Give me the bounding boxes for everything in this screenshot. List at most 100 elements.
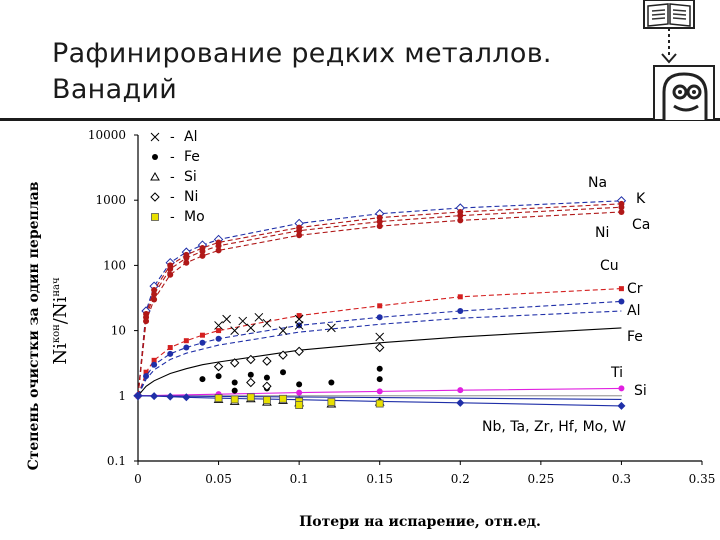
chart-legend: - Al- Fe- Si- Ni- Mo (150, 129, 205, 225)
curve-point (167, 271, 174, 278)
curve-point (150, 392, 159, 401)
curve-label: Cu (600, 258, 619, 274)
x-tick-label: 0.15 (366, 472, 393, 486)
scatter-point-al (327, 323, 336, 333)
scatter-point-ni (375, 342, 385, 353)
curve-point (617, 401, 626, 410)
scatter-point-al (246, 323, 256, 333)
scatter-point-al (375, 332, 385, 342)
scatter-point-ni (246, 354, 256, 365)
y-axis-title: Степень очистки за один переплав (26, 181, 42, 470)
curve-label: Ca (632, 217, 650, 233)
slide-title-line1: Рафинирование редких металлов. (52, 38, 552, 69)
curve-point (376, 218, 383, 225)
curve-point (183, 254, 190, 261)
curve-point (151, 291, 158, 298)
legend-label: Mo (184, 209, 205, 225)
curve-8 (137, 387, 622, 397)
legend-dash: - (170, 170, 175, 185)
curve-point (199, 332, 205, 338)
curve-point (456, 398, 465, 407)
scatter-point-mo (263, 396, 271, 404)
scatter-point-mo (279, 394, 287, 403)
curve-point (183, 259, 190, 266)
curve-point (457, 387, 464, 394)
curve-point (296, 232, 303, 239)
y-tick-label: 10000 (88, 128, 126, 142)
scatter-point-ni (262, 381, 272, 391)
curve-point (457, 307, 464, 314)
scatter-point-al (254, 312, 264, 322)
x-tick-label: 0.3 (612, 472, 631, 486)
scatter-point-mo (375, 399, 384, 408)
x-tick-label: 0.35 (689, 472, 716, 486)
curve-point (457, 217, 464, 224)
curve-point (216, 328, 222, 334)
curve-label: Al (627, 303, 640, 319)
curve-6 (137, 310, 622, 397)
scatter-point-al (278, 326, 288, 335)
legend-label: Ni (184, 189, 198, 205)
slide-title-line2: Ванадий (52, 74, 178, 105)
chart-axes: 0.1 1 10 100 1000 10000 0 0.05 0.1 0.15 0.2 0.25 0.3… (88, 128, 716, 486)
curve-point (143, 318, 150, 325)
curve-point (376, 223, 383, 230)
scatter-point-mo (230, 395, 239, 404)
y-tick-label: 0.1 (107, 454, 126, 468)
legend-marker (151, 213, 159, 221)
curve-point (377, 303, 383, 309)
curve-label: Na (588, 175, 607, 191)
y-tick-label: 1000 (95, 193, 126, 207)
legend-dash: - (170, 210, 175, 225)
curve-point (618, 208, 625, 215)
curve-7 (137, 327, 622, 397)
curve-point (215, 242, 222, 249)
y-tick-label: 10 (111, 324, 126, 338)
curve-9 (137, 395, 622, 400)
scatter-point-ni (213, 361, 224, 372)
curve-point (199, 339, 206, 346)
legend-label: Al (184, 129, 197, 145)
curve-point (376, 314, 383, 321)
curve-point (618, 286, 624, 292)
scatter-point-fe (231, 379, 238, 386)
slide-title: Рафинирование редких металлов. Ванадий (52, 36, 612, 108)
curve-point (618, 298, 625, 305)
curve-point (182, 393, 191, 402)
y-tick-label: 100 (103, 258, 126, 272)
scatter-point-mo (214, 394, 223, 403)
scatter-point-al (222, 314, 231, 324)
curve-point (183, 338, 189, 344)
scatter-point-al (214, 321, 223, 330)
scatter-point-fe (215, 373, 222, 380)
curve-3 (137, 211, 622, 396)
curve-label: Si (634, 383, 647, 399)
x-tick-label: 0.05 (205, 472, 232, 486)
legend-marker (150, 192, 160, 202)
curve-point (296, 389, 303, 396)
scatter-point-al (262, 318, 272, 328)
curve-point (183, 344, 190, 351)
curve-label: Fe (627, 329, 643, 345)
scatter-point-fe (199, 376, 206, 383)
curve-point (457, 294, 463, 300)
title-divider (0, 118, 720, 121)
scatter-point-ni (294, 346, 304, 357)
scatter-point-fe (280, 369, 287, 376)
curve-point (457, 212, 464, 219)
curve-point (215, 335, 222, 342)
x-tick-label: 0.2 (451, 472, 470, 486)
book-reader-logo (643, 0, 715, 120)
curve-point (151, 361, 158, 368)
curve-point (151, 357, 157, 363)
curve-point (199, 248, 206, 255)
scatter-point-mo (246, 393, 255, 402)
scatter-point-fe (247, 371, 254, 378)
legend-dash: - (170, 150, 175, 165)
legend-marker (152, 154, 158, 160)
y-tick-label: 1 (118, 389, 126, 403)
curve-point (296, 313, 302, 319)
scatter-point-fe (376, 365, 383, 372)
scatter-point-al (294, 314, 304, 324)
curve-1 (137, 203, 622, 396)
